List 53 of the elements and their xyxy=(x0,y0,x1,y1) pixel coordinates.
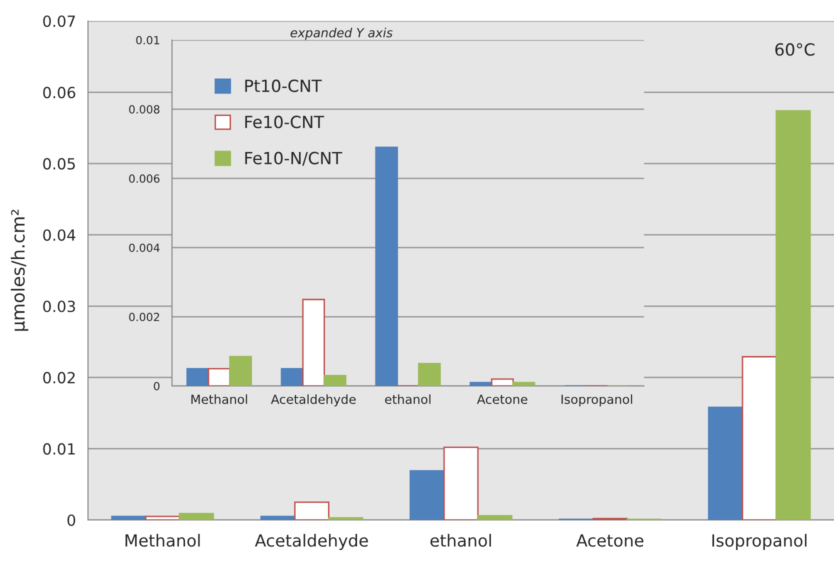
x-tick-label: Methanol xyxy=(191,394,248,404)
y-tick-label: 0.02 xyxy=(43,372,75,384)
bar xyxy=(302,298,325,386)
bar xyxy=(776,110,811,520)
y-tick-label: 0.008 xyxy=(129,105,160,114)
x-tick-label: Acetone xyxy=(576,534,644,547)
y-tick-label: 0.004 xyxy=(129,244,160,252)
y-tick-label: 0.06 xyxy=(43,86,76,98)
bar xyxy=(418,362,441,386)
legend-label: Fe10-CNT xyxy=(245,116,324,128)
bar xyxy=(375,146,398,386)
y-tick-label: 0.07 xyxy=(43,15,75,28)
y-tick-label: 0.01 xyxy=(43,443,75,455)
x-tick-label: ethanol xyxy=(385,394,430,404)
x-tick-label: Acetone xyxy=(476,394,528,404)
y-tick-label: 0.01 xyxy=(136,36,160,44)
bar xyxy=(294,501,330,520)
bar xyxy=(491,378,514,386)
bar xyxy=(229,356,252,386)
y-tick-label: 0.006 xyxy=(129,174,160,183)
x-tick-label: Methanol xyxy=(126,534,200,547)
bar xyxy=(260,516,296,520)
bar xyxy=(443,446,479,520)
bar xyxy=(280,368,304,386)
bar xyxy=(144,516,180,520)
y-tick-label: 0.002 xyxy=(129,312,160,322)
x-tick-label: ethanol xyxy=(430,534,491,547)
x-tick-label: Isopropanol xyxy=(712,534,806,550)
x-tick-label: Acetaldehyde xyxy=(254,534,368,550)
bar xyxy=(208,368,231,386)
bar xyxy=(178,512,214,520)
bar xyxy=(477,515,512,520)
y-tick-label: 0 xyxy=(67,514,76,526)
y-axis-title: μmoles/h.cm² xyxy=(10,210,28,331)
legend-label: Fe10-N/CNT xyxy=(245,152,342,166)
y-tick-label: 0 xyxy=(154,382,160,390)
bar xyxy=(111,516,146,520)
bar xyxy=(410,470,445,520)
bar xyxy=(708,406,744,520)
y-tick-label: 0.03 xyxy=(43,300,75,312)
legend-label: Pt10-CNT xyxy=(245,80,322,92)
annotation: 60°C xyxy=(775,43,814,56)
bar xyxy=(324,374,346,386)
y-tick-label: 0.05 xyxy=(43,158,75,170)
bar xyxy=(512,382,536,386)
chart-title: expanded Y axis xyxy=(290,28,393,40)
y-tick-label: 0.04 xyxy=(43,229,76,241)
bar xyxy=(742,356,778,520)
bar xyxy=(186,368,210,386)
x-tick-label: Acetaldehyde xyxy=(270,394,356,406)
x-tick-label: Isopropanol xyxy=(562,394,632,406)
bar xyxy=(328,517,364,520)
bar xyxy=(470,382,492,386)
